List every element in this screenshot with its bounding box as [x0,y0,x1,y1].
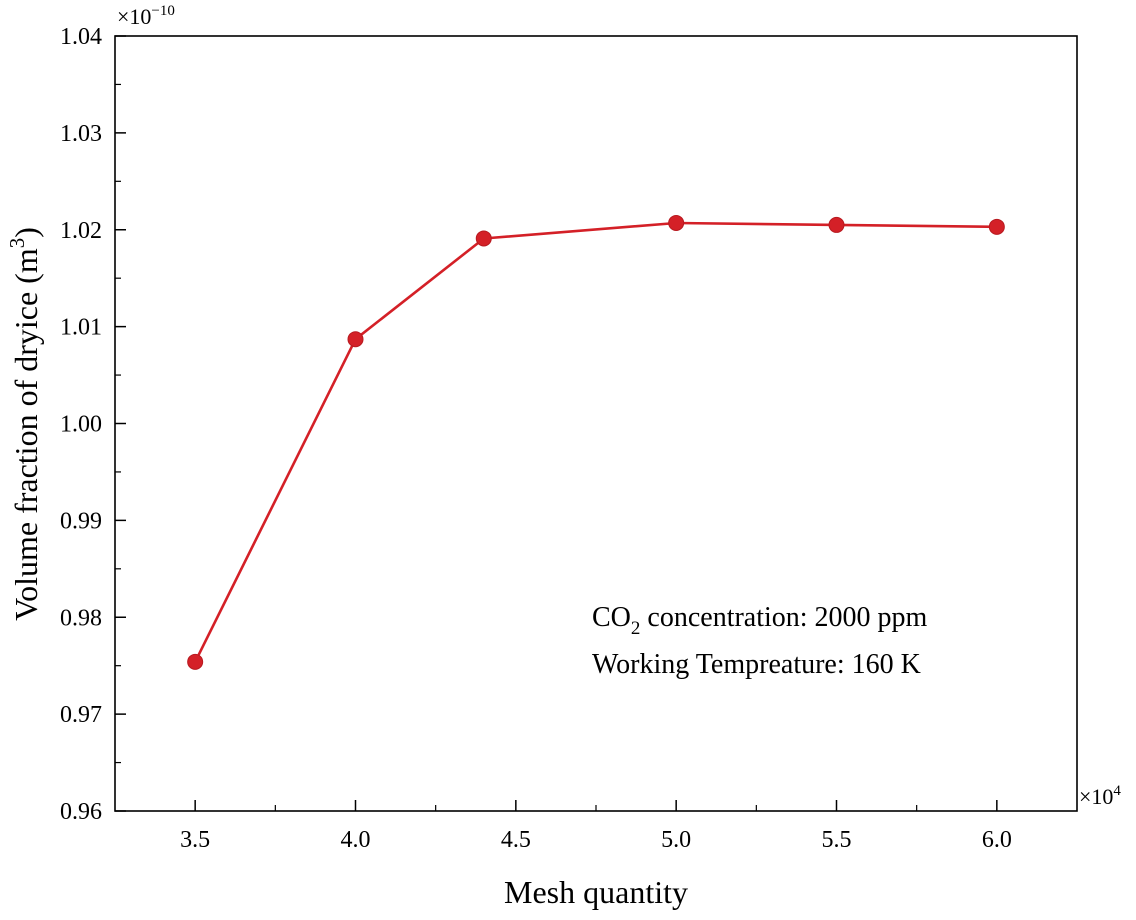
y-tick-label: 0.98 [60,605,102,631]
annotation-co2-suffix: concentration: 2000 ppm [640,602,927,633]
y-tick-label: 1.00 [60,412,102,438]
x-tick-label: 5.0 [661,827,691,853]
x-multiplier-base: ×10 [1079,784,1113,809]
data-point [988,218,1005,235]
data-point [668,214,685,231]
y-tick-label: 1.02 [60,218,102,244]
y-tick-label: 0.99 [60,508,102,534]
y-tick-label: 1.01 [60,315,102,341]
y-multiplier-exponent: −10 [151,3,174,19]
annotation-temperature: Working Tempreature: 160 K [592,649,921,680]
annotation-co2-subscript: 2 [631,618,641,639]
y-tick-label: 0.96 [60,799,102,825]
data-point [187,653,204,670]
y-multiplier-base: ×10 [117,4,151,29]
ticks-layer: 3.5 4.0 4.5 5.0 5.5 6.0 0.96 0.97 0.98 0.99 1.00 1.… [60,24,1012,853]
x-tick-label: 3.5 [180,827,210,853]
y-tick-label: 1.03 [60,121,102,147]
y-tick-label: 1.04 [60,24,102,50]
data-point [347,331,364,348]
data-point [475,230,492,247]
series-line [194,221,997,663]
series-layer [187,214,1005,670]
y-axis-multiplier: ×10−10 [117,3,175,29]
x-tick-label: 4.5 [501,827,531,853]
y-tick-label: 0.97 [60,702,102,728]
x-tick-label: 5.5 [822,827,852,853]
data-point [828,216,845,233]
y-axis-title-main: Volume fraction of dryice (m [8,248,44,621]
x-axis-multiplier: ×104 [1079,783,1121,809]
y-axis-title-superscript: 3 [5,238,29,249]
x-multiplier-exponent: 4 [1113,783,1121,799]
y-axis-title-close: ) [8,227,44,238]
x-axis-title: Mesh quantity [504,874,688,910]
x-tick-label: 6.0 [982,827,1012,853]
y-axis-title: Volume fraction of dryice (m3) [5,227,44,621]
annotation-co2: CO2 concentration: 2000 ppm [592,602,928,639]
annotation-co2-prefix: CO [592,602,631,633]
x-tick-label: 4.0 [341,827,371,853]
plot-frame [114,35,1078,812]
